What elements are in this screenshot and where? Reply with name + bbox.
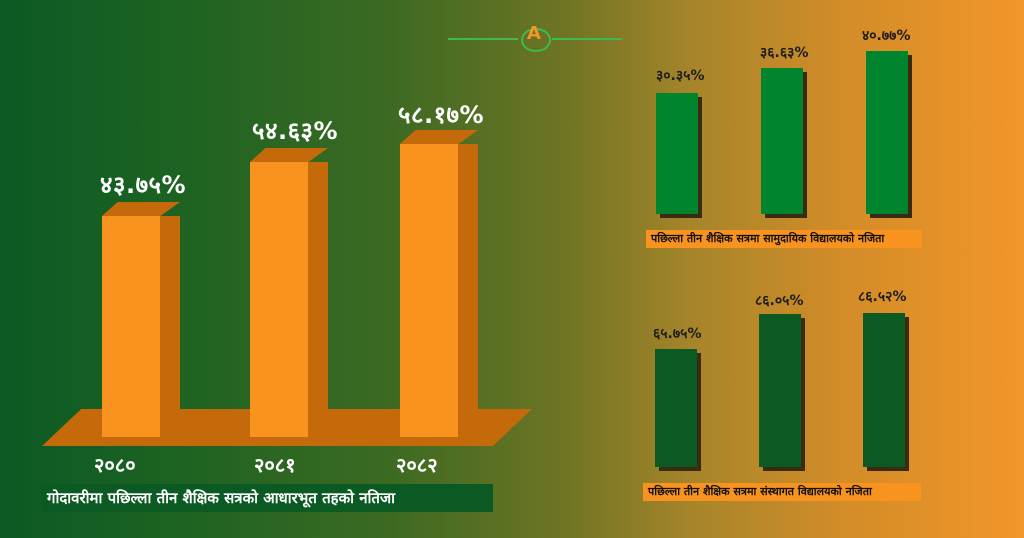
community-value-1: ३०.३५% <box>656 68 705 84</box>
logo-letter: A <box>527 23 541 44</box>
institutional-value-3: ८६.५२% <box>858 289 907 305</box>
main-bar-2081 <box>250 148 328 437</box>
community-value-2: ३६.६३% <box>760 45 809 61</box>
logo-line-left <box>448 38 518 40</box>
year-label-2082: २०८२ <box>396 453 438 477</box>
institutional-chart-caption: पछिल्ला तीन शैक्षिक सत्रमा संस्थागत विद्… <box>643 483 921 501</box>
main-value-2082: ५८.१७% <box>398 101 485 129</box>
community-value-3: ४०.७७% <box>862 28 911 44</box>
year-label-2081: २०८१ <box>254 453 296 477</box>
main-bar-2080 <box>102 202 180 437</box>
community-chart-caption: पछिल्ला तीन शैक्षिक सत्रमा सामुदायिक विद… <box>646 230 922 248</box>
institutional-value-1: ६५.७५% <box>653 326 702 342</box>
community-bar-2 <box>761 68 803 214</box>
main-value-2080: ४३.७५% <box>100 171 187 199</box>
main-chart-caption: गोदावरीमा पछिल्ला तीन शैक्षिक सत्रको आधा… <box>41 484 493 512</box>
year-label-2080: २०८० <box>94 453 136 477</box>
main-bar-2082 <box>400 130 478 437</box>
community-bar-3 <box>866 51 908 214</box>
community-bar-1 <box>656 93 698 214</box>
logo-line-right <box>552 38 622 40</box>
main-value-2081: ५४.६३% <box>252 117 339 145</box>
institutional-bar-2 <box>759 314 801 467</box>
institutional-bar-3 <box>863 313 905 467</box>
compass-a-logo-icon <box>521 28 551 52</box>
institutional-bar-1 <box>655 349 697 467</box>
institutional-value-2: ८६.०५% <box>755 293 804 309</box>
